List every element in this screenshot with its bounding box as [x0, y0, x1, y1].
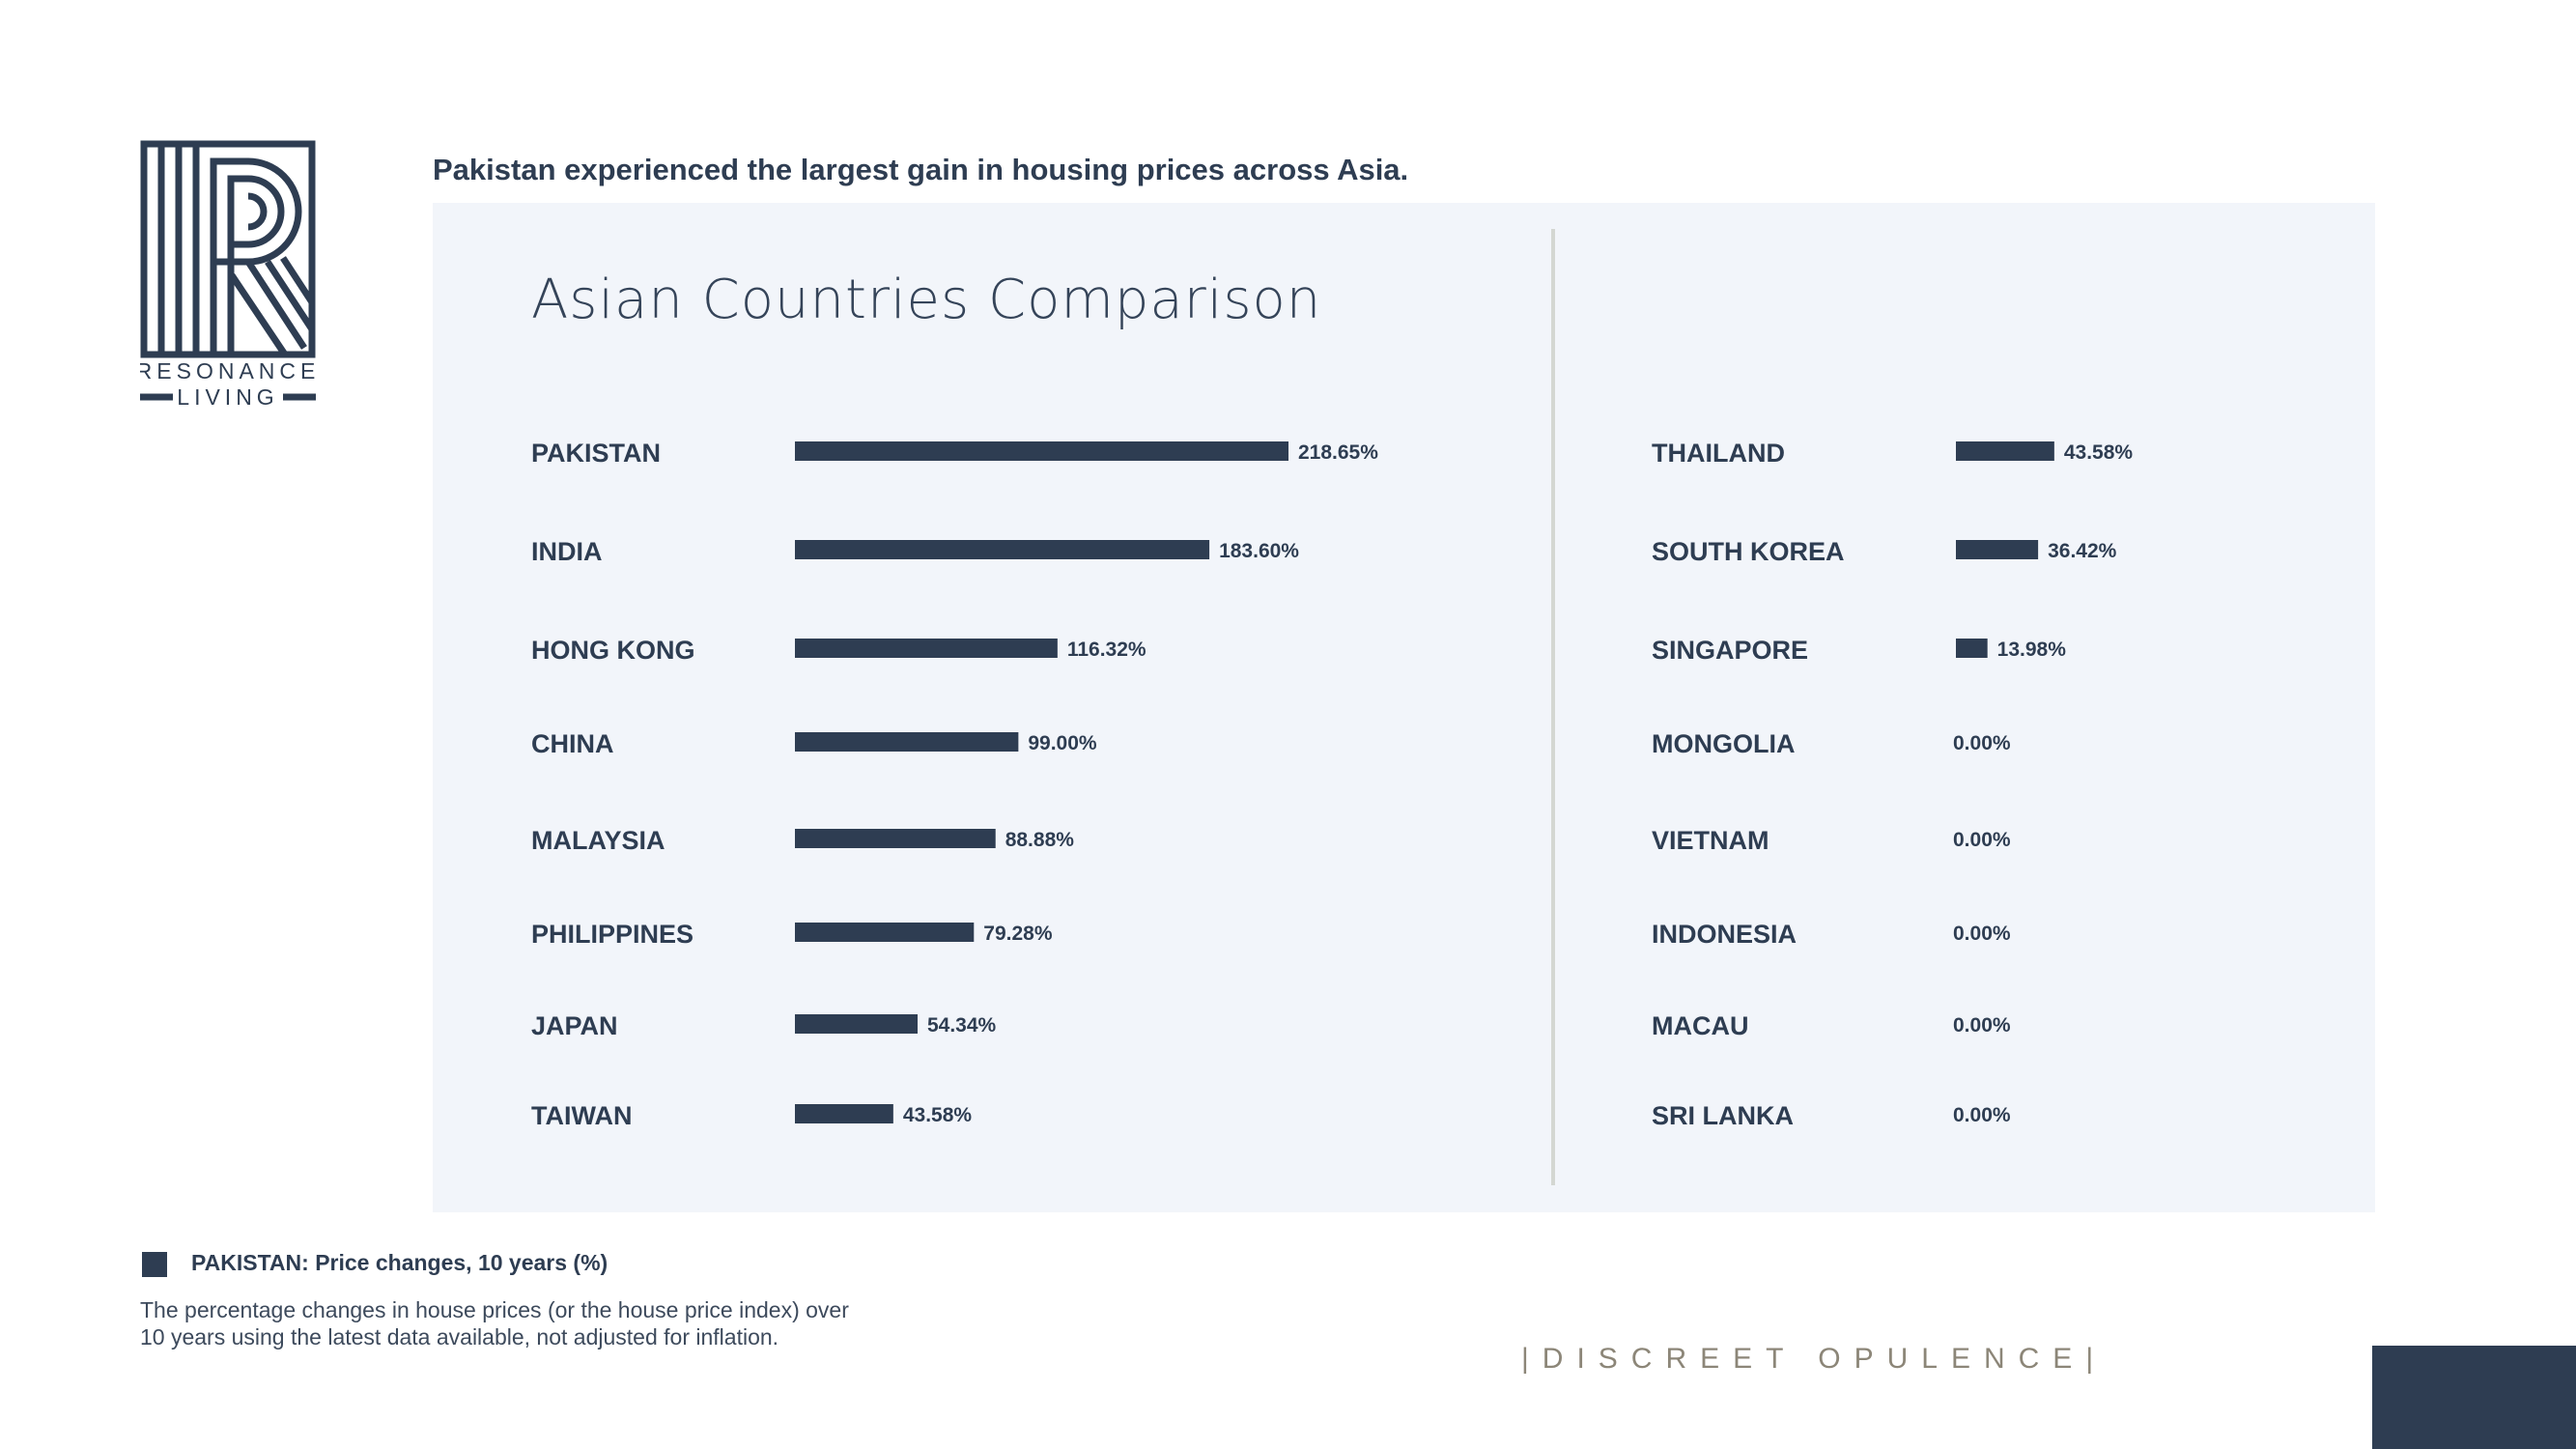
category-label-south-korea: SOUTH KOREA [1652, 537, 1845, 566]
category-label-singapore: SINGAPORE [1652, 636, 1808, 665]
category-label-pakistan: PAKISTAN [531, 439, 661, 468]
headline: Pakistan experienced the largest gain in… [433, 153, 1409, 186]
data-label-philippines: 79.28% [983, 923, 1053, 945]
bar-china [795, 732, 1019, 752]
logo-text-resonance: RESONANCE [140, 358, 316, 384]
category-label-sri-lanka: SRI LANKA [1652, 1101, 1794, 1130]
data-label-indonesia: 0.00% [1953, 923, 2011, 945]
bar-malaysia [795, 829, 996, 848]
bar-japan [795, 1014, 918, 1034]
category-label-vietnam: VIETNAM [1652, 826, 1769, 855]
chart-panel [433, 203, 2375, 1212]
legend-swatch [142, 1252, 167, 1277]
category-label-india: INDIA [531, 537, 603, 566]
bar-south-korea [1956, 540, 2039, 559]
category-label-taiwan: TAIWAN [531, 1101, 632, 1130]
data-label-malaysia: 88.88% [1005, 829, 1075, 851]
logo-text-living: LIVING [177, 384, 278, 406]
category-label-macau: MACAU [1652, 1011, 1749, 1040]
bar-thailand [1956, 441, 2054, 461]
chart-title: Asian Countries Comparison [531, 269, 1322, 331]
bar-pakistan [795, 441, 1288, 461]
bar-india [795, 540, 1210, 559]
category-label-indonesia: INDONESIA [1652, 920, 1797, 949]
bar-singapore [1956, 639, 1988, 658]
footnote: The percentage changes in house prices (… [140, 1297, 849, 1350]
data-label-pakistan: 218.65% [1298, 441, 1378, 464]
bar-taiwan [795, 1104, 893, 1123]
category-label-philippines: PHILIPPINES [531, 920, 694, 949]
data-label-china: 99.00% [1028, 732, 1097, 754]
category-label-thailand: THAILAND [1652, 439, 1785, 468]
category-label-hong-kong: HONG KONG [531, 636, 695, 665]
bar-hong-kong [795, 639, 1058, 658]
category-label-malaysia: MALAYSIA [531, 826, 665, 855]
data-label-japan: 54.34% [927, 1014, 997, 1037]
column-divider [1551, 229, 1555, 1185]
legend-label: PAKISTAN: Price changes, 10 years (%) [191, 1250, 609, 1275]
category-label-mongolia: MONGOLIA [1652, 729, 1796, 758]
category-label-japan: JAPAN [531, 1011, 618, 1040]
tagline: |DISCREET OPULENCE| [1521, 1343, 2108, 1375]
corner-decoration [2372, 1346, 2576, 1449]
data-label-india: 183.60% [1219, 540, 1299, 562]
data-label-taiwan: 43.58% [903, 1104, 973, 1126]
data-label-vietnam: 0.00% [1953, 829, 2011, 851]
data-label-mongolia: 0.00% [1953, 732, 2011, 754]
data-label-singapore: 13.98% [1997, 639, 2067, 661]
bar-philippines [795, 923, 975, 942]
data-label-south-korea: 36.42% [2048, 540, 2117, 562]
data-label-macau: 0.00% [1953, 1014, 2011, 1037]
resonance-living-logo: RESONANCE LIVING [140, 140, 316, 406]
category-label-china: CHINA [531, 729, 614, 758]
data-label-sri-lanka: 0.00% [1953, 1104, 2011, 1126]
data-label-hong-kong: 116.32% [1067, 639, 1146, 661]
data-label-thailand: 43.58% [2064, 441, 2134, 464]
